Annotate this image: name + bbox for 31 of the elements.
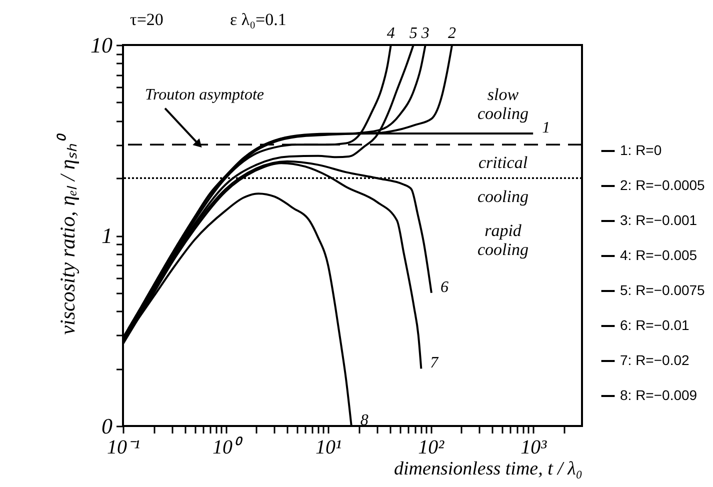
annotation: 8	[360, 412, 368, 429]
annotation: 5	[409, 25, 418, 42]
text: ε λ₀=0.1	[230, 10, 286, 29]
legend-label: 6: R=−0.01	[620, 317, 690, 333]
annotation: Trouton asymptote	[145, 86, 264, 104]
x-axis-title: dimensionless time, t / λ₀	[394, 458, 582, 480]
y-tick-label: 0	[102, 414, 112, 438]
legend-label: 8: R=−0.009	[620, 387, 698, 403]
annotation: 1	[542, 120, 550, 137]
x-tick-label: 10²	[418, 436, 446, 458]
annotation: 3	[420, 25, 430, 42]
legend-label: 2: R=−0.0005	[620, 177, 706, 193]
legend-label: 5: R=−0.0075	[620, 282, 706, 298]
annotation: 6	[440, 278, 448, 296]
text: τ=20	[130, 10, 164, 29]
x-tick-label: 10⁰	[212, 436, 244, 458]
y-axis-title: viscosity ratio, ηₑₗ / ηₛₕ⁰	[56, 133, 80, 335]
y-tick-label: 10	[90, 32, 112, 58]
annotation: 2	[448, 25, 456, 42]
annotation: 4	[386, 25, 395, 42]
annotation: slow cooling	[478, 85, 528, 123]
x-tick-label: 10¹	[316, 436, 342, 458]
legend-label: 1: R=0	[620, 142, 662, 158]
legend-label: 7: R=−0.02	[620, 352, 690, 368]
x-tick-label: 10³	[520, 436, 548, 458]
x-tick-label: 10⁻¹	[107, 436, 140, 458]
legend-label: 3: R=−0.001	[620, 212, 698, 228]
legend-label: 4: R=−0.005	[620, 247, 698, 263]
annotation: 7	[430, 354, 440, 372]
y-tick-label: 1	[102, 223, 112, 248]
annotation: rapid cooling	[478, 221, 528, 259]
